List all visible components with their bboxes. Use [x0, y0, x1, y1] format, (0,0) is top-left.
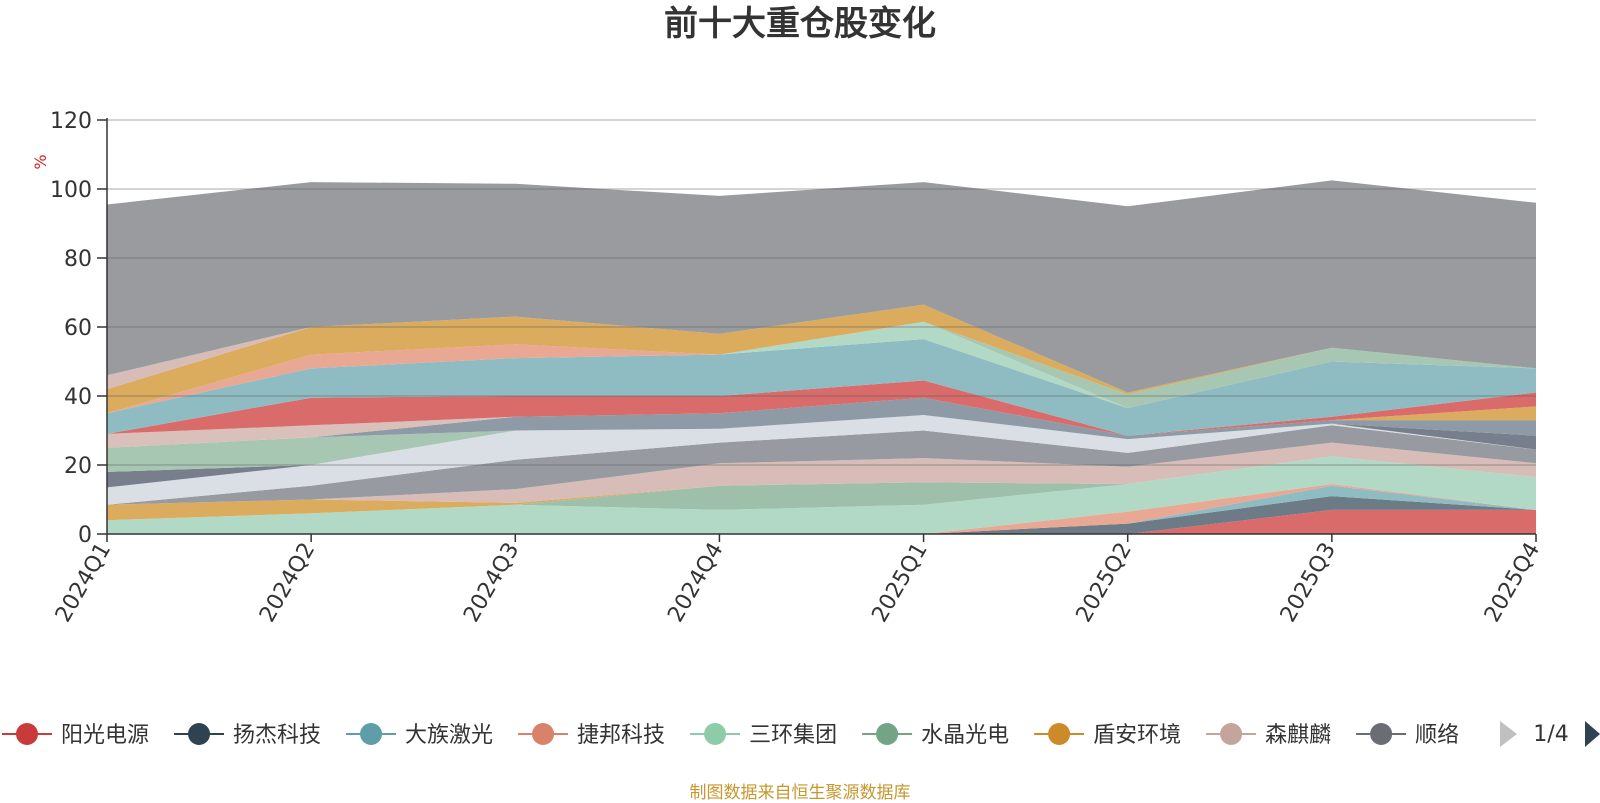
x-tick-label: 2024Q4: [663, 539, 728, 627]
area-series-13: [107, 397, 1536, 448]
legend-marker-icon: [532, 723, 555, 745]
area-series-20: [107, 304, 1536, 414]
y-tick-label: 0: [78, 523, 92, 548]
legend-item[interactable]: 大族激光: [346, 723, 493, 748]
legend-marker-icon: [704, 723, 727, 745]
legend-page-indicator: 1/4: [1533, 722, 1568, 747]
legend-label: 大族激光: [405, 723, 493, 748]
legend-label: 顺络: [1415, 723, 1459, 748]
area-series-17: [107, 339, 1536, 414]
area-series-9: [107, 415, 1536, 505]
x-tick-label: 2025Q4: [1480, 539, 1545, 627]
legend-item[interactable]: 阳光电源: [2, 723, 149, 748]
area-series-6: [107, 456, 1536, 521]
legend-label: 森麒麟: [1265, 723, 1331, 748]
legend-item[interactable]: 水晶光电: [862, 723, 1009, 748]
legend-label: 捷邦科技: [577, 723, 665, 748]
gridlines: [107, 119, 1536, 466]
y-tick-label: 20: [64, 454, 92, 479]
legend-next-page-icon[interactable]: [1585, 721, 1600, 747]
area-series-16: [107, 339, 1536, 436]
legend-prev-page-icon[interactable]: [1500, 721, 1517, 747]
legend-item[interactable]: 森麒麟: [1206, 723, 1331, 748]
x-tick-label: 2024Q1: [51, 539, 116, 627]
area-series-1: [107, 496, 1536, 534]
y-tick-label: 120: [50, 109, 92, 134]
area-series-0: [107, 509, 1536, 534]
area-series-7: [107, 442, 1536, 505]
legend: 阳光电源 扬杰科技 大族激光 捷邦科技 三环集团 水晶光电 盾安环境 森麒麟 顺络: [2, 723, 1459, 748]
legend-pager: 1/4: [1500, 721, 1600, 747]
chart-title: 前十大重仓股变化: [664, 4, 936, 44]
y-tick-label: 40: [64, 385, 92, 410]
legend-marker-icon: [360, 723, 383, 745]
legend-item[interactable]: 盾安环境: [1034, 723, 1181, 748]
area-series-8: [107, 425, 1536, 505]
legend-marker-icon: [16, 723, 38, 745]
legend-label: 三环集团: [749, 723, 837, 748]
legend-item[interactable]: 扬杰科技: [174, 723, 321, 748]
legend-marker-icon: [1220, 723, 1243, 745]
legend-label: 阳光电源: [61, 723, 149, 748]
legend-item[interactable]: 捷邦科技: [518, 723, 665, 748]
y-axis-unit-label: %: [31, 154, 50, 169]
legend-marker-icon: [1370, 723, 1393, 745]
area-series-19: [107, 321, 1536, 414]
area-series-4: [107, 456, 1536, 534]
x-tick-label: 2025Q1: [867, 539, 932, 627]
y-tick-label: 100: [50, 178, 92, 203]
x-tick-label: 2025Q3: [1276, 539, 1341, 627]
y-tick-label: 60: [64, 316, 92, 341]
area-series-11: [107, 415, 1536, 472]
area-series-18: [107, 321, 1536, 414]
x-tick-label: 2024Q3: [459, 539, 524, 627]
area-series-22: [107, 180, 1536, 393]
area-series-5: [107, 456, 1536, 521]
data-source-footer: 制图数据来自恒生聚源数据库: [689, 783, 911, 803]
x-tick-label: 2024Q2: [255, 539, 320, 627]
area-series-group: [107, 180, 1536, 534]
legend-label: 扬杰科技: [233, 723, 321, 748]
legend-marker-icon: [1048, 723, 1071, 745]
y-tick-label: 80: [64, 247, 92, 272]
legend-marker-icon: [188, 723, 211, 745]
area-series-15: [107, 380, 1536, 436]
area-series-12: [107, 397, 1536, 448]
legend-marker-icon: [876, 723, 899, 745]
legend-item[interactable]: 三环集团: [690, 723, 837, 748]
legend-item[interactable]: 顺络: [1356, 723, 1459, 748]
legend-label: 盾安环境: [1093, 723, 1181, 748]
legend-label: 水晶光电: [921, 723, 1009, 748]
x-tick-label: 2025Q2: [1072, 539, 1137, 627]
